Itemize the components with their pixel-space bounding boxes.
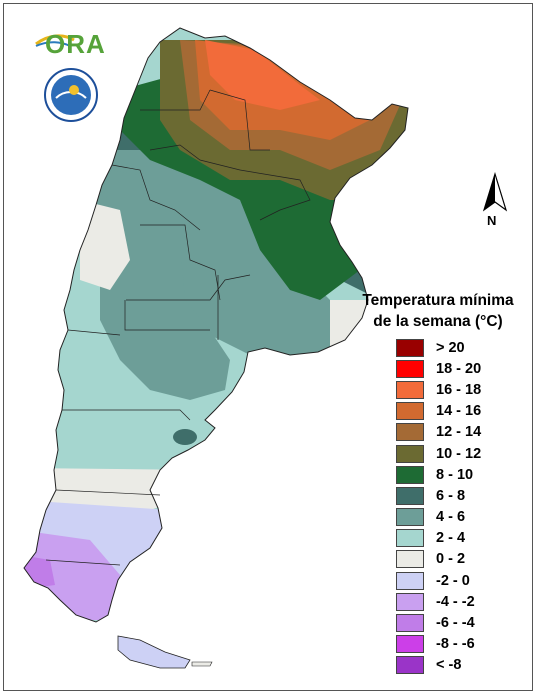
legend-swatch (396, 656, 424, 675)
legend-label: 18 - 20 (436, 360, 482, 377)
north-arrow (480, 171, 510, 232)
smn-seal (44, 68, 98, 122)
legend-swatch (396, 614, 424, 633)
legend-swatch (396, 486, 424, 505)
legend-item: -8 - -6 (396, 634, 481, 655)
legend-swatch (396, 338, 424, 357)
legend: > 20 18 - 20 16 - 18 14 - 16 12 - 14 10 … (396, 337, 481, 676)
province-borders (23, 27, 409, 623)
legend-label: 2 - 4 (436, 530, 466, 547)
legend-item: -2 - 0 (396, 570, 481, 591)
legend-swatch (396, 571, 424, 590)
legend-label: 6 - 8 (436, 487, 466, 504)
legend-label: 12 - 14 (436, 424, 482, 441)
smn-seal-icon (44, 68, 98, 122)
legend-item: 4 - 6 (396, 507, 481, 528)
legend-swatch (396, 423, 424, 442)
legend-item: < -8 (396, 655, 481, 676)
legend-label: -8 - -6 (436, 636, 475, 653)
legend-swatch (396, 508, 424, 527)
ora-logo-text: ORA (45, 29, 106, 59)
legend-title-line2: de la semana (°C) (373, 313, 503, 330)
legend-label: > 20 (436, 339, 465, 356)
legend-label: 14 - 16 (436, 403, 482, 420)
legend-swatch (396, 444, 424, 463)
legend-swatch (396, 402, 424, 421)
legend-swatch (396, 550, 424, 569)
legend-swatch (396, 592, 424, 611)
legend-label: -6 - -4 (436, 615, 475, 632)
legend-label: 10 - 12 (436, 445, 482, 462)
legend-item: 14 - 16 (396, 401, 481, 422)
legend-item: > 20 (396, 337, 481, 358)
legend-title: Temperatura mínima de la semana (°C) (343, 290, 533, 332)
legend-title-line1: Temperatura mínima (362, 292, 514, 309)
legend-label: 8 - 10 (436, 466, 474, 483)
legend-item: 0 - 2 (396, 549, 481, 570)
legend-label: 16 - 18 (436, 381, 482, 398)
legend-item: -6 - -4 (396, 612, 481, 633)
legend-swatch (396, 465, 424, 484)
legend-item: 10 - 12 (396, 443, 481, 464)
north-arrow-icon (482, 171, 508, 212)
ora-logo-swoosh (35, 34, 75, 47)
legend-item: 18 - 20 (396, 358, 481, 379)
ora-logo (34, 28, 104, 58)
legend-swatch (396, 380, 424, 399)
legend-label: 4 - 6 (436, 509, 466, 526)
legend-label: -4 - -2 (436, 593, 475, 610)
isla-de-los-estados (191, 661, 213, 667)
legend-swatch (396, 529, 424, 548)
legend-label: -2 - 0 (436, 572, 470, 589)
legend-swatch (396, 635, 424, 654)
legend-label: < -8 (436, 657, 462, 674)
north-label: N (487, 213, 497, 228)
tierra-del-fuego (117, 635, 191, 669)
legend-swatch (396, 359, 424, 378)
legend-item: 12 - 14 (396, 422, 481, 443)
legend-item: 16 - 18 (396, 379, 481, 400)
legend-item: 6 - 8 (396, 485, 481, 506)
legend-label: 0 - 2 (436, 551, 466, 568)
legend-item: 2 - 4 (396, 528, 481, 549)
legend-item: 8 - 10 (396, 464, 481, 485)
legend-item: -4 - -2 (396, 591, 481, 612)
